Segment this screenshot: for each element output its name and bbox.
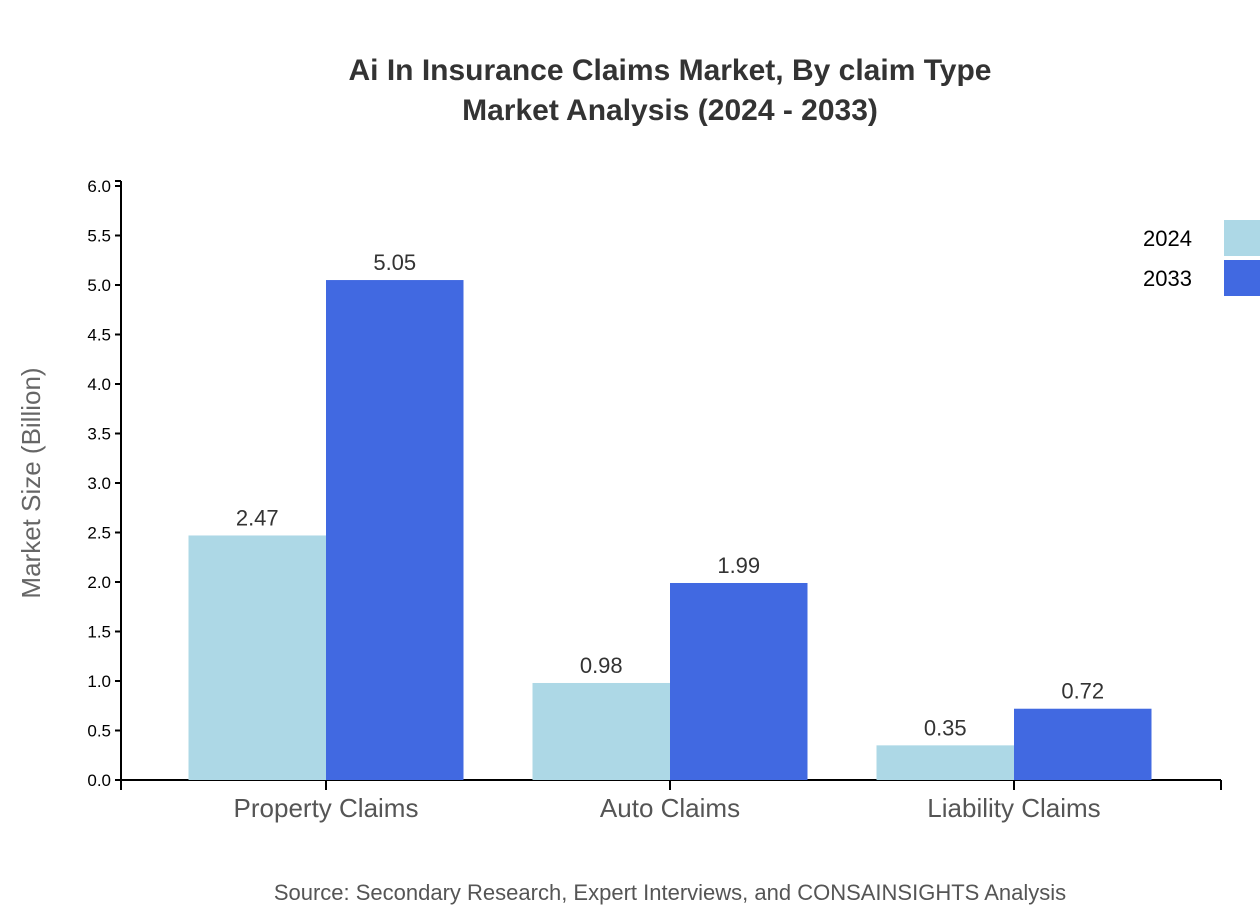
y-axis-label: Market Size (Billion) bbox=[16, 367, 46, 598]
y-tick-label: 4.5 bbox=[87, 326, 111, 345]
y-tick-label: 1.5 bbox=[87, 623, 111, 642]
legend-label: 2024 bbox=[1143, 226, 1192, 251]
y-tick-label: 0.0 bbox=[87, 771, 111, 790]
data-label: 0.72 bbox=[1061, 679, 1104, 704]
data-label: 2.47 bbox=[236, 505, 279, 530]
bar-2033 bbox=[670, 582, 808, 780]
bar-2024 bbox=[532, 682, 670, 780]
x-tick-label: Liability Claims bbox=[927, 793, 1100, 823]
y-tick-label: 4.0 bbox=[87, 375, 111, 394]
x-tick-label: Auto Claims bbox=[600, 793, 740, 823]
y-tick-label: 0.5 bbox=[87, 722, 111, 741]
data-label: 0.35 bbox=[924, 715, 967, 740]
source-note: Source: Secondary Research, Expert Inter… bbox=[274, 880, 1066, 905]
data-label: 1.99 bbox=[717, 553, 760, 578]
y-axis: 0.0 0.5 1.0 1.5 2.0 2.5 3.0 3.5 4.0 4.5 5.0 5.5 6.0 bbox=[87, 177, 122, 790]
y-tick-label: 5.0 bbox=[87, 276, 111, 295]
bar-2033 bbox=[326, 280, 464, 780]
x-axis: Property Claims Auto Claims Liability Clai… bbox=[120, 779, 1222, 823]
bar-2033 bbox=[1014, 708, 1152, 780]
x-tick-label: Property Claims bbox=[234, 793, 419, 823]
bar-2024 bbox=[876, 745, 1014, 780]
y-tick-label: 3.5 bbox=[87, 425, 111, 444]
chart-subtitle: Market Analysis (2024 - 2033) bbox=[462, 94, 878, 127]
bar-2024 bbox=[188, 535, 326, 780]
y-tick-label: 5.5 bbox=[87, 227, 111, 246]
legend-swatch-2024 bbox=[1224, 220, 1260, 256]
legend-swatch-2033 bbox=[1224, 260, 1260, 296]
data-label: 5.05 bbox=[373, 250, 416, 275]
y-tick-label: 3.0 bbox=[87, 474, 111, 493]
legend: 2024 2033 bbox=[1143, 220, 1260, 296]
legend-label: 2033 bbox=[1143, 266, 1192, 291]
y-tick-label: 2.5 bbox=[87, 524, 111, 543]
chart-title: Ai In Insurance Claims Market, By claim … bbox=[348, 54, 991, 87]
y-tick-label: 2.0 bbox=[87, 573, 111, 592]
y-tick-label: 6.0 bbox=[87, 177, 111, 196]
bars: 2.47 5.05 0.98 1.99 0.35 0.72 bbox=[188, 250, 1152, 780]
y-tick-label: 1.0 bbox=[87, 672, 111, 691]
data-label: 0.98 bbox=[580, 653, 623, 678]
